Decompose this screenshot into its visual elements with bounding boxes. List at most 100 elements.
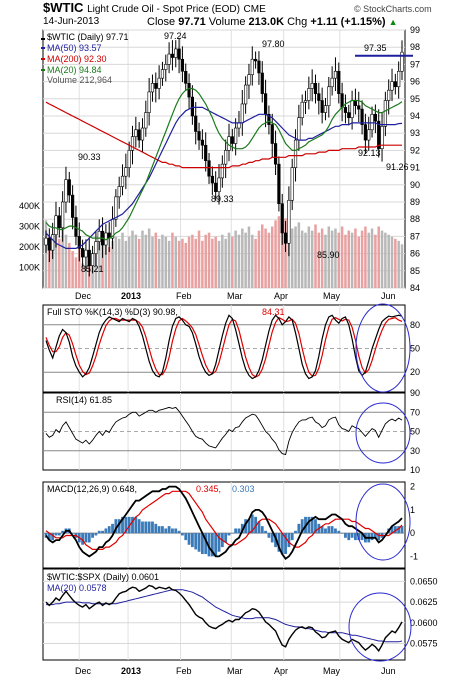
macd-histogram-bar bbox=[370, 533, 374, 541]
price-candle bbox=[127, 150, 131, 168]
price-candle bbox=[160, 69, 165, 79]
price-candle bbox=[177, 48, 181, 60]
legend-macd: MACD(12,26,9) 0.648, bbox=[47, 484, 137, 494]
price-candle bbox=[367, 129, 371, 141]
x-axis-label: Mar bbox=[227, 291, 243, 301]
macd-histogram-bar bbox=[47, 533, 51, 541]
price-candle bbox=[87, 249, 91, 266]
macd-histogram-bar bbox=[154, 523, 158, 534]
description: Light Crude Oil - Spot Price (EOD) bbox=[87, 4, 240, 15]
macd-histogram-bar bbox=[373, 533, 377, 538]
price-candle bbox=[263, 93, 268, 115]
volume-bar bbox=[134, 234, 138, 288]
volume-bar bbox=[310, 230, 314, 288]
price-candle bbox=[383, 100, 387, 127]
highlight-circle bbox=[355, 483, 411, 561]
volume-bar bbox=[124, 240, 128, 288]
price-candle bbox=[350, 100, 354, 119]
chg-value: +1.11 (+1.15%) bbox=[310, 16, 386, 28]
price-annotation: 85.90 bbox=[317, 250, 340, 260]
rsi-tick-label: 30 bbox=[410, 446, 420, 456]
exchange: CME bbox=[243, 4, 266, 15]
volume-bar bbox=[257, 230, 261, 288]
macd-histogram-bar bbox=[197, 533, 201, 552]
x-axis-label: Apr bbox=[274, 291, 288, 301]
price-candle bbox=[380, 126, 384, 149]
macd-histogram-bar bbox=[287, 533, 291, 548]
macd-histogram-bar bbox=[357, 533, 361, 541]
volume-tick-label: 100K bbox=[19, 263, 40, 273]
volume-bar bbox=[101, 242, 104, 288]
price-annotation: 97.35 bbox=[364, 43, 387, 53]
rsi-tick-label: 50 bbox=[410, 427, 420, 437]
volume-bar bbox=[151, 236, 154, 288]
macd-histogram-bar bbox=[240, 523, 244, 534]
macd-histogram-bar bbox=[260, 526, 264, 534]
macd-histogram-bar bbox=[161, 526, 164, 534]
legend-volume: Volume 212,964 bbox=[47, 75, 112, 85]
volume-bar bbox=[344, 234, 347, 288]
price-candle bbox=[124, 167, 128, 177]
price-candle bbox=[393, 81, 397, 88]
price-candle bbox=[267, 113, 271, 125]
x-axis-label: May bbox=[323, 666, 341, 676]
volume-bar bbox=[217, 240, 221, 288]
macd-histogram-bar bbox=[334, 528, 337, 534]
x-axis-label: Mar bbox=[227, 666, 243, 676]
volume-bar bbox=[201, 240, 204, 288]
macd-histogram-bar bbox=[137, 519, 141, 534]
x-axis-label: Feb bbox=[176, 666, 192, 676]
macd-histogram-bar bbox=[224, 533, 228, 543]
price-candle bbox=[220, 163, 224, 179]
x-axis-label: Jun bbox=[381, 666, 396, 676]
price-tick-label: 85 bbox=[410, 266, 420, 276]
ratio-panel-border bbox=[42, 568, 406, 661]
price-candle bbox=[363, 124, 368, 141]
price-candle bbox=[170, 53, 175, 58]
macd-histogram-bar bbox=[147, 521, 151, 534]
price-candle bbox=[390, 81, 394, 91]
macd-histogram-bar bbox=[234, 528, 238, 534]
rsi-tick-label: 90 bbox=[410, 388, 420, 398]
macd-histogram-bar bbox=[377, 533, 381, 541]
price-candle bbox=[147, 91, 151, 113]
volume-bar bbox=[234, 230, 237, 288]
macd-histogram-bar bbox=[264, 530, 267, 534]
quote-summary: Close 97.71 Volume 213.0K Chg +1.11 (+1.… bbox=[147, 16, 398, 28]
price-candle bbox=[303, 100, 308, 103]
price-tick-label: 96 bbox=[410, 77, 420, 87]
legend-ratio: $WTIC:$SPX (Daily) 0.0601 bbox=[47, 572, 159, 582]
macd-histogram-bar bbox=[187, 533, 191, 545]
price-candle bbox=[84, 249, 88, 258]
macd-histogram-bar bbox=[111, 523, 114, 534]
macd-histogram-bar bbox=[294, 530, 297, 534]
volume-bar bbox=[204, 234, 207, 288]
macd-histogram-bar bbox=[190, 533, 194, 548]
macd-histogram-bar bbox=[360, 533, 364, 541]
price-candle bbox=[144, 112, 148, 129]
ratio-panel: 0.0575 0.0600 0.0625 0.0650 $WTIC:$SPX (Dail… bbox=[42, 568, 438, 662]
volume-tick-label: 300K bbox=[19, 222, 40, 232]
macd-histogram-bar bbox=[184, 533, 188, 541]
volume-bar bbox=[44, 220, 48, 288]
volume-bar bbox=[64, 234, 68, 288]
volume-bar bbox=[330, 230, 334, 288]
stochastic-panel: 20 50 80 Full STO %K(14,3) %D(3) 90.98, 84.3… bbox=[42, 303, 420, 393]
macd-histogram-bar bbox=[167, 526, 171, 534]
price-candle bbox=[117, 186, 121, 198]
volume-bar bbox=[171, 232, 174, 288]
macd-histogram-bar bbox=[257, 521, 261, 534]
macd-histogram-bar bbox=[217, 533, 221, 552]
price-candle bbox=[280, 203, 284, 234]
price-candle bbox=[90, 253, 95, 266]
volume-bar bbox=[231, 236, 234, 288]
macd-histogram-bar bbox=[354, 533, 357, 541]
price-candle bbox=[140, 127, 145, 141]
price-candle bbox=[234, 127, 238, 144]
volume-bar bbox=[267, 232, 271, 288]
macd-histogram-bar bbox=[131, 516, 134, 534]
price-candle bbox=[120, 175, 125, 187]
rsi-tick-label: 10 bbox=[410, 465, 420, 475]
price-candle bbox=[237, 122, 241, 129]
legend-swatch bbox=[41, 69, 45, 71]
